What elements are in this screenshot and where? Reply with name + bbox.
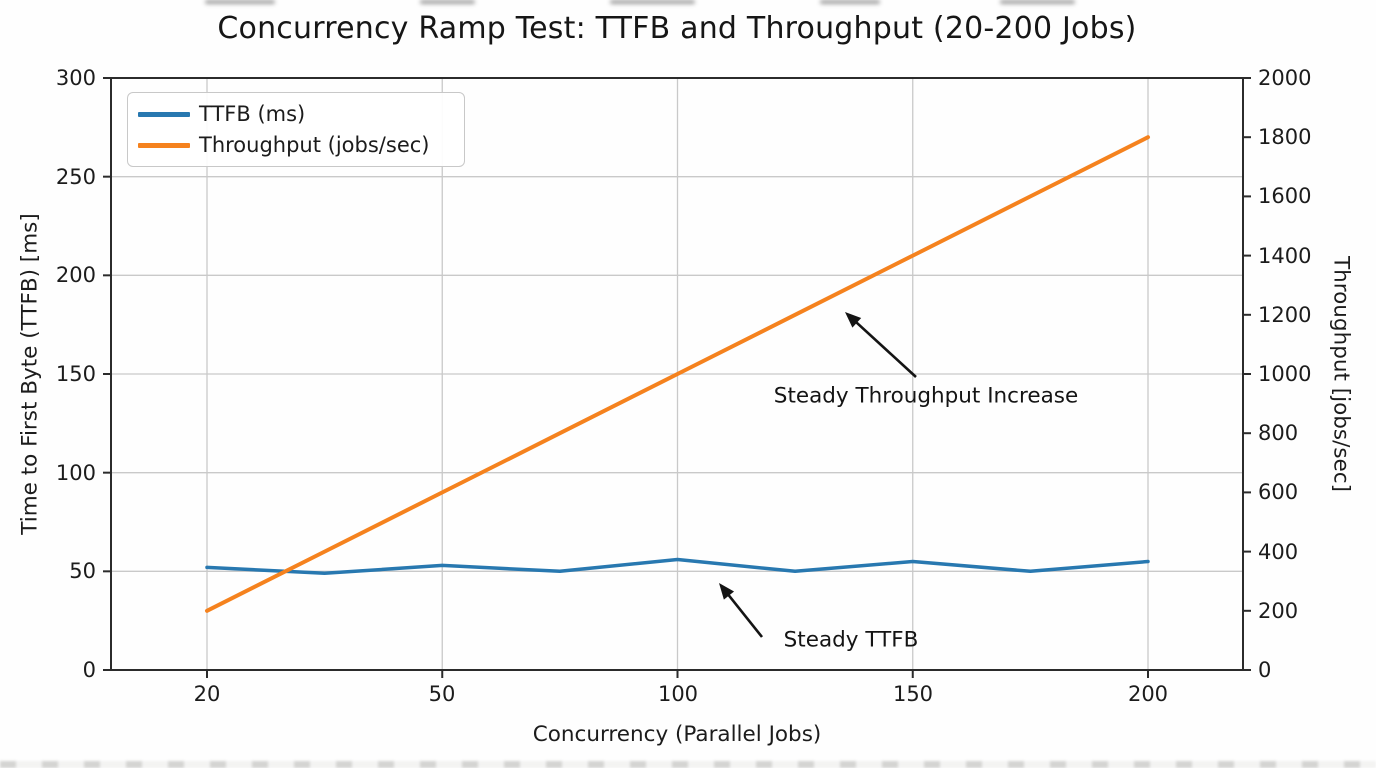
annotation-arrow-shaft bbox=[852, 319, 917, 378]
y-tick-label-right: 1000 bbox=[1258, 362, 1312, 386]
legend-item-ttfb: TTFB (ms) bbox=[138, 102, 454, 126]
screenshot-edge-artifact bbox=[0, 761, 1376, 768]
annotation-steady-ttfb: Steady TTFB bbox=[783, 627, 919, 653]
y-tick-label-left: 150 bbox=[55, 362, 96, 386]
y-tick-label-right: 1400 bbox=[1258, 244, 1312, 268]
y-tick-label-left: 200 bbox=[55, 263, 96, 287]
x-axis-label: Concurrency (Parallel Jobs) bbox=[532, 722, 822, 747]
screenshot-edge-artifact bbox=[1000, 0, 1075, 4]
y-tick-label-left: 300 bbox=[55, 66, 96, 90]
throughput-line-swatch bbox=[138, 142, 190, 148]
screenshot-edge-artifact bbox=[205, 0, 275, 4]
x-tick-label: 50 bbox=[428, 682, 456, 706]
screenshot-edge-artifact bbox=[610, 0, 695, 4]
screenshot-edge-artifact bbox=[820, 0, 880, 4]
x-tick-label: 100 bbox=[657, 682, 699, 706]
annotation-arrow-head bbox=[719, 583, 735, 600]
annotation-arrow-shaft bbox=[725, 591, 764, 638]
y-tick-label-right: 800 bbox=[1258, 421, 1299, 445]
y-tick-label-right: 0 bbox=[1258, 658, 1272, 682]
y-tick-label-left: 50 bbox=[69, 559, 96, 583]
y-tick-label-right: 400 bbox=[1258, 540, 1299, 564]
legend: TTFB (ms) Throughput (jobs/sec) bbox=[127, 92, 465, 167]
legend-label-throughput: Throughput (jobs/sec) bbox=[199, 133, 430, 157]
y-tick-label-right: 600 bbox=[1258, 480, 1299, 504]
y-tick-label-right: 2000 bbox=[1258, 66, 1312, 90]
legend-label-ttfb: TTFB (ms) bbox=[199, 102, 306, 126]
annotation-steady-throughput: Steady Throughput Increase bbox=[773, 383, 1079, 409]
chart-title: Concurrency Ramp Test: TTFB and Throughp… bbox=[217, 11, 1137, 46]
ttfb-line bbox=[205, 557, 1150, 576]
screenshot-edge-artifact bbox=[420, 0, 475, 4]
y-tick-label-left: 0 bbox=[82, 658, 96, 682]
y-tick-label-right: 1800 bbox=[1258, 125, 1312, 149]
x-tick-label: 150 bbox=[892, 682, 934, 706]
y-tick-label-right: 200 bbox=[1258, 599, 1299, 623]
legend-item-throughput: Throughput (jobs/sec) bbox=[138, 133, 454, 157]
ttfb-line-swatch bbox=[138, 111, 190, 117]
y-tick-label-right: 1600 bbox=[1258, 184, 1312, 208]
x-tick-label: 20 bbox=[193, 682, 221, 706]
y-tick-label-left: 100 bbox=[55, 461, 96, 485]
annotation-arrow-head bbox=[845, 312, 862, 328]
y-tick-label-left: 250 bbox=[55, 165, 96, 189]
throughput-line bbox=[205, 135, 1150, 613]
y-tick-label-right: 1200 bbox=[1258, 303, 1312, 327]
x-tick-label: 200 bbox=[1127, 682, 1169, 706]
